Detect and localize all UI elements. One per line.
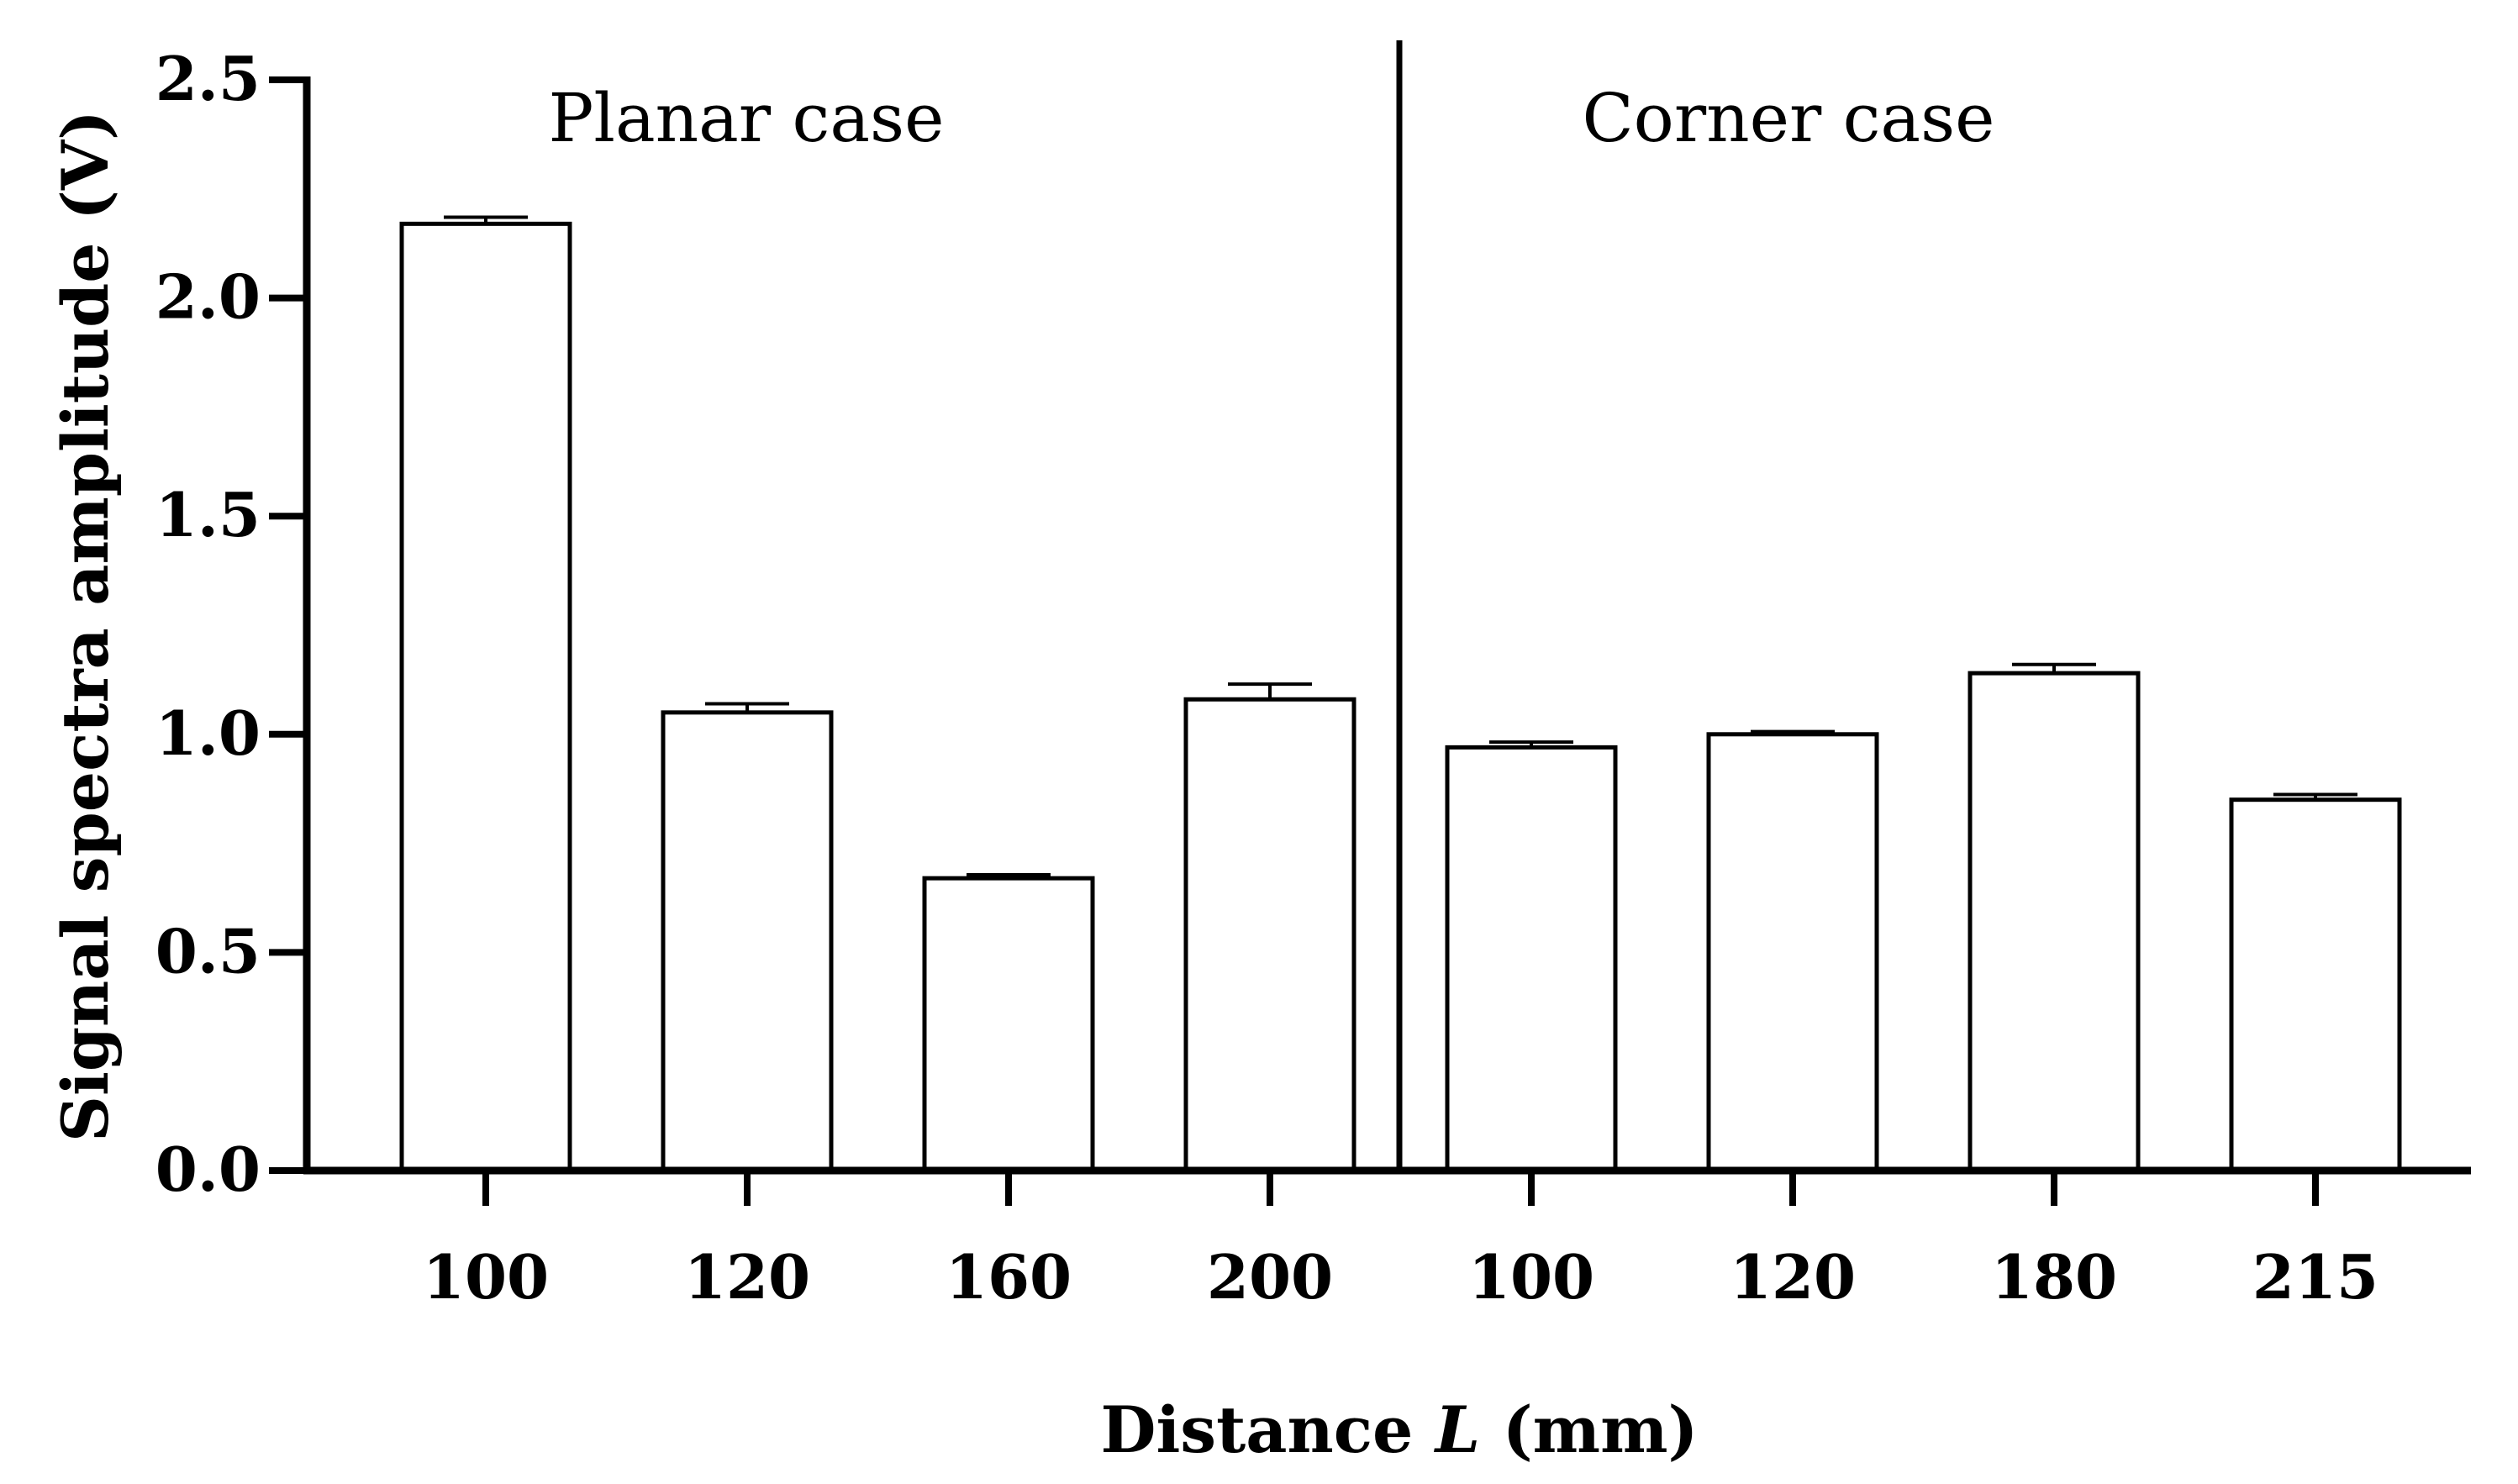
y-tick-label-2: 1.0 [155, 697, 261, 769]
bar-5 [1706, 732, 1879, 1173]
y-tick-label-5: 2.5 [155, 43, 261, 114]
x-axis-title-pre: Distance [1101, 1392, 1435, 1467]
x-tick-label-2: 160 [946, 1241, 1072, 1313]
labels-layer: Planar case Corner case Signal spectra a… [48, 79, 1995, 1467]
bar-3 [1183, 697, 1356, 1173]
y-axis-title: Signal spectra amplitude (V) [48, 110, 123, 1142]
x-tick-label-5: 120 [1730, 1241, 1856, 1313]
x-tick-label-6: 180 [1991, 1241, 2117, 1313]
bar-2 [922, 876, 1095, 1173]
bar-4 [1445, 745, 1618, 1173]
bar-7 [2229, 797, 2402, 1173]
x-axis-title: Distance L (mm) [1101, 1392, 1699, 1467]
x-tick-label-7: 215 [2252, 1241, 2378, 1313]
axes-layer: 100 120 160 200 100 120 180 215 0.0 0.5 1.0 1.5 2.0 2… [155, 40, 2471, 1313]
x-axis-title-post: (mm) [1480, 1392, 1698, 1467]
y-tick-label-0: 0.0 [155, 1134, 261, 1205]
x-axis-title-var: L [1434, 1392, 1480, 1467]
bar-0 [399, 221, 572, 1173]
x-tick-label-4: 100 [1468, 1241, 1594, 1313]
y-tick-label-4: 2.0 [155, 261, 261, 333]
x-tick-label-3: 200 [1207, 1241, 1333, 1313]
bar-6 [1968, 671, 2141, 1173]
y-tick-label-3: 1.5 [155, 479, 261, 550]
y-tick-label-1: 0.5 [155, 915, 261, 987]
x-tick-label-0: 100 [423, 1241, 549, 1313]
x-tick-label-1: 120 [684, 1241, 810, 1313]
group-label-planar: Planar case [549, 79, 945, 157]
bars-layer [399, 215, 2402, 1173]
group-label-corner: Corner case [1582, 79, 1994, 157]
bar-1 [661, 710, 834, 1173]
